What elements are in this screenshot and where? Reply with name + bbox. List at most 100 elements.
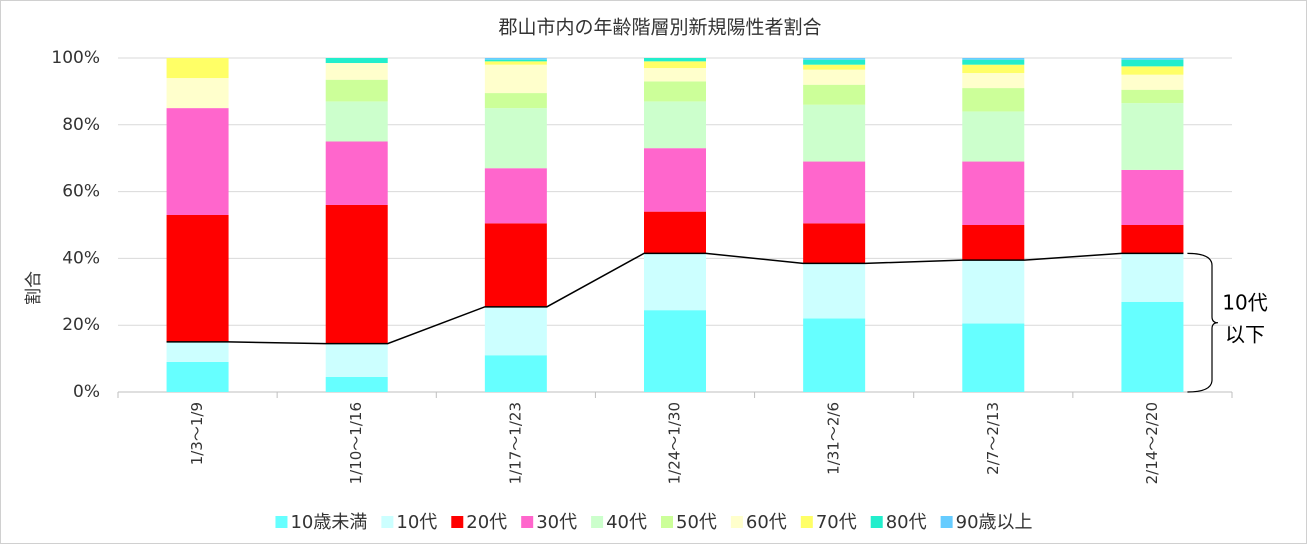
y-tick-label: 60% <box>62 182 100 202</box>
legend-swatch <box>451 516 464 528</box>
legend-swatch <box>730 516 743 528</box>
bar-segment <box>1121 169 1184 225</box>
bar-segment <box>325 63 388 80</box>
bar-segment <box>1121 89 1184 104</box>
legend-swatch <box>591 516 604 528</box>
bar-segment <box>484 108 547 169</box>
legend-swatch <box>940 516 953 528</box>
bar-segment <box>484 168 547 224</box>
legend-label: 50代 <box>676 512 717 533</box>
bar-segment <box>644 148 706 212</box>
legend-label: 90歳以上 <box>956 512 1033 533</box>
y-axis-label: 割合 <box>24 271 44 305</box>
bar-segment <box>803 104 866 162</box>
bar-segment <box>962 64 1025 74</box>
bar-segment <box>1121 301 1184 392</box>
bar-segment <box>803 59 866 65</box>
legend-swatch <box>800 516 813 528</box>
legend-label: 20代 <box>466 512 507 533</box>
bar-segment <box>962 260 1025 324</box>
bar-segment <box>1121 66 1184 75</box>
bar-segment <box>962 59 1025 65</box>
legend-swatch <box>381 516 394 528</box>
chart-title: 郡山市内の年齢階層別新規陽性者割合 <box>498 17 821 39</box>
bar-segment <box>644 101 706 149</box>
bar-segment <box>166 214 229 342</box>
bar-segment <box>166 78 229 109</box>
bar-segment <box>962 58 1025 60</box>
bar-segment <box>644 58 706 62</box>
x-tick-label: 2/14～2/20 <box>1143 402 1161 484</box>
under-20-line <box>166 252 1184 345</box>
y-tick-label: 20% <box>62 315 100 335</box>
bar-segment <box>484 355 547 392</box>
bar-segment <box>325 204 388 344</box>
y-tick-label: 0% <box>73 382 100 402</box>
x-tick-label: 1/31～2/6 <box>825 402 843 475</box>
legend-label: 40代 <box>606 512 647 533</box>
bar-segment <box>803 58 866 60</box>
annotation: 以下 <box>1225 323 1265 347</box>
legend-swatch <box>661 516 673 528</box>
legend: 10歳未満 10代 20代 30代 40代 50代 60代 70代 80代 90歳以上 <box>275 512 1033 533</box>
bar-segment <box>484 58 547 60</box>
legend-label: 30代 <box>536 512 577 533</box>
legend-label: 10代 <box>396 512 437 533</box>
legend-label: 60代 <box>746 512 787 533</box>
bar-segment <box>644 68 706 82</box>
bar-segment <box>644 81 706 102</box>
bar-segment <box>803 69 866 85</box>
x-tick-label: 1/10～1/16 <box>347 402 365 484</box>
bar-segment <box>325 343 388 377</box>
x-tick-label: 1/24～1/30 <box>666 402 684 484</box>
bar-segment <box>325 141 388 205</box>
bar-segment <box>803 64 866 70</box>
y-tick-label: 100% <box>51 48 100 68</box>
legend-label: 80代 <box>886 512 927 533</box>
bar-segment <box>1121 58 1184 60</box>
bar-segment <box>962 111 1025 162</box>
bar-segment <box>325 58 388 64</box>
bar-segment <box>1121 103 1184 170</box>
bar-segment <box>484 306 547 356</box>
bar-segment <box>803 263 866 319</box>
bar-segment <box>484 223 547 307</box>
y-tick-label: 40% <box>62 248 100 268</box>
legend-swatch <box>275 516 288 528</box>
bar-segment <box>325 101 388 142</box>
bar-segment <box>1121 59 1184 67</box>
bar-segment <box>962 88 1025 112</box>
bar-segment <box>962 161 1025 225</box>
legend-label: 10歳未満 <box>290 512 367 533</box>
y-tick-label: 80% <box>62 115 100 135</box>
bar-segment <box>962 225 1025 261</box>
bar-segment <box>325 376 388 392</box>
bar-segment <box>803 223 866 264</box>
bar-segment <box>962 73 1025 89</box>
bar-segment <box>484 59 547 62</box>
bar-segment <box>644 211 706 254</box>
bar-segment <box>803 161 866 224</box>
legend-swatch <box>870 516 883 528</box>
bar-segment <box>166 341 229 362</box>
legend-swatch <box>521 516 534 528</box>
bar-segment <box>166 108 229 215</box>
bar-segment <box>644 61 706 69</box>
x-tick-label: 1/3～1/9 <box>188 402 206 465</box>
x-tick-label: 1/17～1/23 <box>506 402 524 484</box>
bar-segment <box>1121 253 1184 302</box>
bar-segment <box>166 58 229 79</box>
brace <box>1187 252 1219 393</box>
x-tick-label: 2/7～2/13 <box>984 402 1002 475</box>
bar-segment <box>1121 225 1184 254</box>
bar-segment <box>644 253 706 311</box>
bar-segment <box>803 318 866 392</box>
bar-segment <box>644 310 706 392</box>
bar-segment <box>484 64 547 94</box>
bar-segment <box>962 323 1025 392</box>
legend-label: 70代 <box>816 512 857 533</box>
bar-segment <box>166 361 229 392</box>
bar-segment <box>325 79 388 102</box>
bar-segment <box>484 61 547 65</box>
